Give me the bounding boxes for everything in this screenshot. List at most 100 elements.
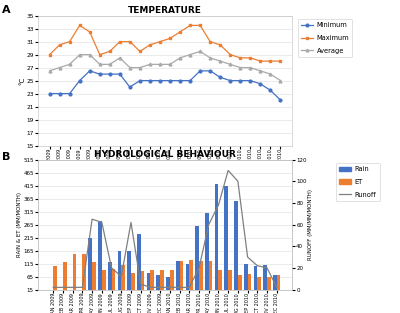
- Bar: [98, 221, 102, 293]
- Average: [57, 66, 62, 69]
- Bar: [166, 277, 170, 293]
- Maximum: [268, 59, 273, 63]
- Average: [168, 63, 172, 66]
- Minimum: [208, 69, 212, 73]
- Maximum: [67, 40, 72, 44]
- Bar: [150, 270, 154, 293]
- Bar: [228, 270, 232, 293]
- Line: Average: Average: [48, 50, 282, 82]
- Bar: [127, 250, 131, 293]
- Minimum: [107, 72, 112, 76]
- Minimum: [158, 79, 162, 83]
- Title: TEMPERATURE: TEMPERATURE: [128, 6, 202, 15]
- Bar: [63, 262, 67, 293]
- Bar: [263, 265, 267, 293]
- Average: [148, 63, 152, 66]
- Runoff: [119, 275, 124, 279]
- Minimum: [258, 82, 263, 86]
- Bar: [195, 226, 199, 293]
- Maximum: [238, 56, 243, 60]
- Runoff: [206, 223, 211, 227]
- Minimum: [87, 69, 92, 73]
- Average: [87, 53, 92, 57]
- Maximum: [228, 53, 233, 57]
- Maximum: [278, 59, 283, 63]
- Average: [238, 66, 243, 69]
- Average: [198, 49, 202, 53]
- Runoff: [245, 255, 250, 259]
- Y-axis label: RUNOFF (MM/MM/MONTH): RUNOFF (MM/MM/MONTH): [308, 189, 313, 260]
- Bar: [160, 270, 164, 293]
- Bar: [131, 273, 135, 293]
- Bar: [176, 261, 180, 293]
- Average: [77, 53, 82, 57]
- Bar: [69, 290, 73, 293]
- Maximum: [158, 40, 162, 44]
- Minimum: [138, 79, 142, 83]
- Runoff: [274, 285, 279, 289]
- Bar: [180, 261, 183, 293]
- Runoff: [138, 282, 143, 286]
- Maximum: [168, 37, 172, 40]
- Bar: [257, 277, 261, 293]
- Maximum: [178, 30, 182, 34]
- Bar: [156, 275, 160, 293]
- Bar: [170, 270, 174, 293]
- Bar: [141, 271, 144, 293]
- Maximum: [208, 40, 212, 44]
- Maximum: [47, 53, 52, 57]
- Maximum: [148, 43, 152, 47]
- Bar: [238, 275, 242, 293]
- Bar: [277, 275, 280, 293]
- Runoff: [90, 217, 94, 221]
- Runoff: [216, 203, 221, 207]
- Minimum: [268, 89, 273, 92]
- Bar: [50, 290, 53, 293]
- Line: Maximum: Maximum: [48, 24, 282, 63]
- Minimum: [118, 72, 122, 76]
- Bar: [244, 264, 248, 293]
- Maximum: [97, 53, 102, 57]
- Bar: [254, 266, 257, 293]
- Bar: [118, 250, 121, 293]
- Minimum: [128, 85, 132, 89]
- Bar: [215, 184, 218, 293]
- Bar: [186, 264, 189, 293]
- Legend: Rain, ET, Runoff: Rain, ET, Runoff: [336, 163, 380, 201]
- Average: [258, 69, 263, 73]
- Bar: [147, 273, 150, 293]
- Runoff: [148, 285, 153, 289]
- Average: [228, 63, 233, 66]
- Bar: [112, 269, 115, 293]
- Runoff: [51, 285, 56, 289]
- Runoff: [60, 285, 65, 289]
- Average: [158, 63, 162, 66]
- Text: B: B: [2, 152, 10, 162]
- Runoff: [197, 266, 202, 270]
- Average: [188, 53, 192, 57]
- Minimum: [47, 92, 52, 95]
- Bar: [189, 260, 193, 293]
- Legend: Minimum, Maximum, Average: Minimum, Maximum, Average: [298, 19, 352, 57]
- Average: [208, 56, 212, 60]
- Minimum: [188, 79, 192, 83]
- Bar: [209, 261, 212, 293]
- Bar: [267, 277, 271, 293]
- Average: [118, 56, 122, 60]
- Average: [268, 72, 273, 76]
- Maximum: [87, 30, 92, 34]
- Maximum: [77, 23, 82, 27]
- Text: A: A: [2, 5, 11, 15]
- Maximum: [258, 59, 263, 63]
- Average: [107, 63, 112, 66]
- Title: HYDROLOGICAL BEHAVIOUR: HYDROLOGICAL BEHAVIOUR: [94, 150, 236, 159]
- Minimum: [218, 75, 223, 79]
- Y-axis label: RAIN & ET (MM/MONTH): RAIN & ET (MM/MONTH): [17, 192, 22, 257]
- Bar: [121, 265, 125, 293]
- Runoff: [109, 266, 114, 270]
- Maximum: [118, 40, 122, 44]
- Runoff: [70, 285, 75, 289]
- Minimum: [57, 92, 62, 95]
- Minimum: [278, 98, 283, 102]
- Maximum: [138, 49, 142, 53]
